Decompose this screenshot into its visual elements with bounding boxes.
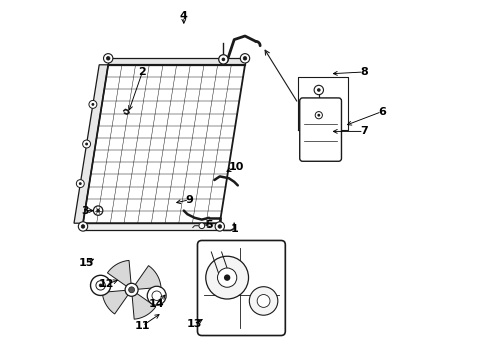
Circle shape xyxy=(81,225,85,228)
FancyBboxPatch shape xyxy=(197,240,285,336)
Circle shape xyxy=(315,112,322,119)
Circle shape xyxy=(219,55,228,64)
Circle shape xyxy=(314,85,323,95)
FancyBboxPatch shape xyxy=(300,98,342,161)
Circle shape xyxy=(85,143,88,145)
Circle shape xyxy=(92,103,95,106)
Circle shape xyxy=(147,286,166,305)
Text: 14: 14 xyxy=(149,299,165,309)
Circle shape xyxy=(106,57,110,60)
Polygon shape xyxy=(102,290,129,314)
Circle shape xyxy=(221,58,225,61)
Text: 11: 11 xyxy=(135,321,150,331)
Text: 1: 1 xyxy=(230,224,238,234)
Text: 6: 6 xyxy=(378,107,386,117)
Text: 4: 4 xyxy=(180,11,188,21)
Circle shape xyxy=(218,225,221,228)
Polygon shape xyxy=(134,266,161,289)
Text: 7: 7 xyxy=(360,126,368,136)
Polygon shape xyxy=(108,58,245,65)
Circle shape xyxy=(199,223,205,229)
Circle shape xyxy=(78,222,88,231)
Polygon shape xyxy=(132,292,156,319)
Circle shape xyxy=(99,284,102,287)
Circle shape xyxy=(243,57,247,60)
Text: 9: 9 xyxy=(185,195,193,205)
Circle shape xyxy=(224,274,230,281)
Text: 10: 10 xyxy=(228,162,244,172)
Circle shape xyxy=(103,54,113,63)
Text: 3: 3 xyxy=(81,206,89,216)
Circle shape xyxy=(76,180,84,188)
Circle shape xyxy=(79,182,82,185)
Circle shape xyxy=(97,209,100,212)
Circle shape xyxy=(125,283,138,296)
Polygon shape xyxy=(107,260,131,287)
Circle shape xyxy=(152,291,161,301)
Text: 12: 12 xyxy=(98,279,114,289)
Text: 13: 13 xyxy=(187,319,202,329)
Text: 2: 2 xyxy=(139,67,147,77)
Circle shape xyxy=(129,287,135,293)
Circle shape xyxy=(257,294,270,307)
Circle shape xyxy=(94,206,103,215)
Polygon shape xyxy=(74,65,108,223)
Text: 8: 8 xyxy=(360,67,368,77)
Circle shape xyxy=(206,256,248,299)
Circle shape xyxy=(249,287,278,315)
Circle shape xyxy=(240,54,250,63)
Circle shape xyxy=(218,268,237,287)
Circle shape xyxy=(318,114,320,117)
Circle shape xyxy=(89,100,97,108)
Polygon shape xyxy=(83,223,220,230)
Circle shape xyxy=(91,275,111,296)
Text: 15: 15 xyxy=(79,258,94,268)
Circle shape xyxy=(215,222,224,231)
Circle shape xyxy=(317,88,320,92)
Circle shape xyxy=(96,281,105,290)
Circle shape xyxy=(83,140,91,148)
Text: 5: 5 xyxy=(205,220,213,230)
